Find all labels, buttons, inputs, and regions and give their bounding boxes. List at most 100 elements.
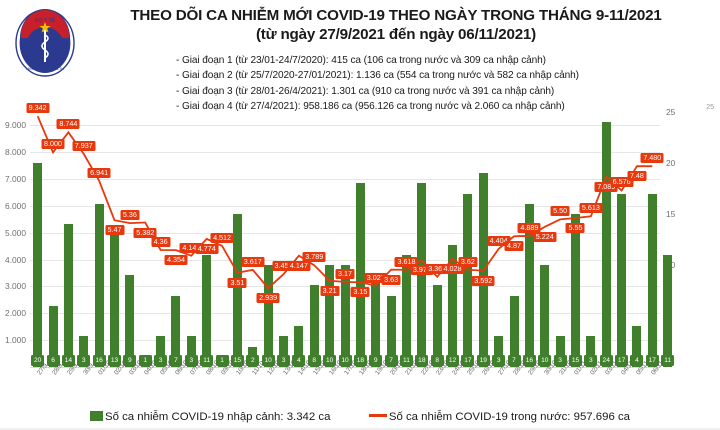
bar-value-label: 18 <box>415 355 429 366</box>
bar-value-label: 6 <box>46 355 60 366</box>
bar <box>555 336 565 367</box>
line-value-label: 9.342 <box>26 103 50 114</box>
line-value-label: 8.000 <box>41 139 65 150</box>
bar <box>570 214 580 367</box>
line-value-label: 4.512 <box>210 232 234 243</box>
gridline <box>30 205 660 207</box>
bar-value-label: 17 <box>615 355 629 366</box>
bar-value-label: 12 <box>446 355 460 366</box>
line-value-label: 3.027 <box>364 272 388 283</box>
bar-value-label: 11 <box>200 355 214 366</box>
bar <box>632 326 642 367</box>
svg-text:MINISTRY OF HEALTH: MINISTRY OF HEALTH <box>26 67 64 71</box>
bar-value-label: 10 <box>323 355 337 366</box>
legend-label-domestic: Số ca nhiễm COVID-19 trong nước: 957.696… <box>388 410 630 423</box>
line-value-label: 7.089 <box>594 181 618 192</box>
line-value-label: 4.36 <box>151 236 171 247</box>
line-value-label: 3.62 <box>458 256 478 267</box>
phase-line-2: - Giai đoạn 2 (từ 25/7/2020-27/01/2021):… <box>176 70 579 82</box>
bar-value-label: 3 <box>492 355 506 366</box>
bar <box>48 305 58 367</box>
legend-item-imported: Số ca nhiễm COVID-19 nhập cảnh: 3.342 ca <box>89 410 330 423</box>
line-value-label: 3.51 <box>227 277 247 288</box>
legend-swatch-red-icon <box>368 413 387 417</box>
line-value-label: 8.744 <box>56 119 80 130</box>
bar-value-label: 4 <box>292 355 306 366</box>
axis-baseline <box>30 367 660 368</box>
y-axis-right-tick: 25 <box>666 107 676 117</box>
line-value-label: 5.55 <box>565 223 585 234</box>
bar <box>33 163 43 367</box>
line-value-label: 3.361 <box>425 263 449 274</box>
bar <box>294 326 304 367</box>
bar <box>263 265 273 367</box>
phase-line-1: - Giai đoạn 1 (từ 23/01-24/7/2020): 415 … <box>176 55 546 66</box>
bar <box>448 244 458 367</box>
bar <box>94 203 104 367</box>
bar-value-label: 10 <box>538 355 552 366</box>
gridline <box>30 232 660 234</box>
chart-title-block: THEO DÕI CA NHIỄM MỚI COVID-19 THEO NGÀY… <box>86 6 706 46</box>
line-value-label: 2.939 <box>256 293 280 304</box>
line-value-label: 6.576 <box>610 177 634 188</box>
bar <box>110 234 119 367</box>
bar <box>125 275 135 367</box>
line-series-domestic <box>36 115 653 290</box>
line-value-label: 3.63 <box>381 274 401 285</box>
line-value-label: 6.941 <box>87 167 111 178</box>
bar <box>371 275 381 367</box>
phase-line-4: - Giai đoạn 4 (từ 27/4/2021): 958.186 ca… <box>176 100 565 112</box>
bar <box>463 193 473 367</box>
y-axis-left-tick: 6.000 <box>5 200 26 211</box>
bar-value-label: 11 <box>399 355 413 366</box>
chart-legend: Số ca nhiễm COVID-19 nhập cảnh: 3.342 ca… <box>0 408 720 426</box>
bar-value-label: 15 <box>230 355 244 366</box>
phase-line-3: - Giai đoạn 3 (từ 28/01-26/4/2021): 1.30… <box>176 85 555 97</box>
bar <box>509 295 519 367</box>
gridline <box>30 259 660 261</box>
legend-item-domestic: Số ca nhiễm COVID-19 trong nước: 957.696… <box>368 410 630 423</box>
line-value-label: 5.224 <box>533 231 557 242</box>
line-value-label: 7.48 <box>627 171 647 182</box>
bar-value-label: 3 <box>277 355 291 366</box>
line-value-label: 3.15 <box>350 287 370 298</box>
bar-value-label: 17 <box>645 355 659 366</box>
line-value-label: 7.480 <box>640 153 664 164</box>
bottom-divider <box>0 428 720 430</box>
line-value-label: 3.21 <box>320 285 340 296</box>
bar <box>601 122 611 367</box>
y-axis-left-tick: 9.000 <box>5 120 26 131</box>
bar <box>647 193 657 367</box>
line-value-label: 4.028 <box>441 263 465 274</box>
line-value-label: 4.774 <box>195 243 219 254</box>
page-title: THEO DÕI CA NHIỄM MỚI COVID-19 THEO NGÀY… <box>130 7 662 24</box>
bar-value-label: 7 <box>384 355 398 366</box>
bar-value-label: 10 <box>338 355 352 366</box>
bar-value-label: 3 <box>77 355 91 366</box>
y-axis-left-tick: 2.000 <box>5 308 26 319</box>
line-value-label: 3.789 <box>302 252 326 263</box>
bar <box>325 265 335 367</box>
bar <box>171 295 181 367</box>
y-axis-left-tick: 4.000 <box>5 254 26 265</box>
bar-value-label: 9 <box>369 355 383 366</box>
bar <box>202 254 212 367</box>
bar-value-label: 7 <box>169 355 183 366</box>
svg-text:BỘ Y TẾ: BỘ Y TẾ <box>35 17 56 24</box>
line-value-label: 4.889 <box>517 222 541 233</box>
line-value-label: 7.937 <box>72 140 96 151</box>
bar <box>494 336 504 367</box>
line-value-label: 4.147 <box>179 242 203 253</box>
bar-value-label: 16 <box>522 355 536 366</box>
line-value-label: 4.354 <box>164 255 188 266</box>
bar-value-label: 3 <box>154 355 168 366</box>
page-subtitle: (từ ngày 27/9/2021 đến ngày 06/11/2021) <box>255 26 537 44</box>
line-value-label: 4.404 <box>487 235 511 246</box>
x-axis-labels: 27/9 28/9 29/9 30/9 01/10 02/10 03/10 04/10 05/1… <box>30 359 666 404</box>
line-value-label: 3.458 <box>272 261 296 272</box>
y-axis-left-tick: 1.000 <box>5 335 26 346</box>
bar <box>386 295 396 367</box>
bar <box>186 336 196 367</box>
bar-value-label: 18 <box>353 355 367 366</box>
